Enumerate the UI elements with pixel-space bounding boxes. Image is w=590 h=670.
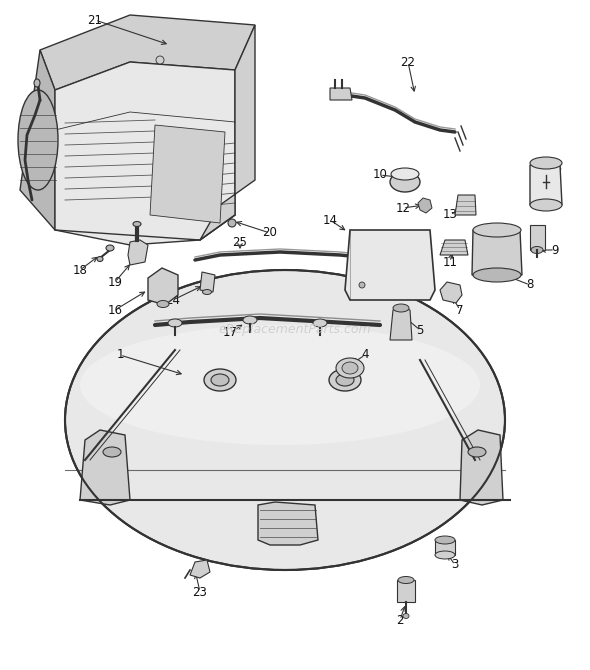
Ellipse shape bbox=[393, 304, 409, 312]
Ellipse shape bbox=[80, 325, 480, 445]
Text: 13: 13 bbox=[442, 208, 457, 222]
Ellipse shape bbox=[211, 374, 229, 386]
Polygon shape bbox=[190, 560, 210, 578]
Ellipse shape bbox=[530, 199, 562, 211]
Ellipse shape bbox=[359, 282, 365, 288]
Ellipse shape bbox=[168, 319, 182, 327]
Ellipse shape bbox=[204, 369, 236, 391]
Ellipse shape bbox=[65, 270, 505, 570]
Ellipse shape bbox=[391, 168, 419, 180]
Ellipse shape bbox=[468, 447, 486, 457]
Text: 9: 9 bbox=[551, 243, 559, 257]
Ellipse shape bbox=[342, 362, 358, 374]
Polygon shape bbox=[440, 240, 468, 255]
Text: 22: 22 bbox=[401, 56, 415, 68]
Ellipse shape bbox=[313, 319, 327, 327]
Polygon shape bbox=[435, 540, 455, 555]
Text: 2: 2 bbox=[396, 614, 404, 626]
Ellipse shape bbox=[435, 551, 455, 559]
Polygon shape bbox=[330, 88, 352, 100]
Polygon shape bbox=[20, 50, 55, 230]
Ellipse shape bbox=[473, 268, 521, 282]
Text: 14: 14 bbox=[323, 214, 337, 226]
Text: 19: 19 bbox=[107, 275, 123, 289]
Ellipse shape bbox=[243, 316, 257, 324]
Text: 18: 18 bbox=[73, 263, 87, 277]
Ellipse shape bbox=[329, 369, 361, 391]
Text: 21: 21 bbox=[87, 13, 103, 27]
Text: 10: 10 bbox=[372, 168, 388, 182]
Polygon shape bbox=[40, 15, 255, 90]
Ellipse shape bbox=[390, 172, 420, 192]
Polygon shape bbox=[418, 198, 432, 213]
Ellipse shape bbox=[103, 447, 121, 457]
Ellipse shape bbox=[398, 576, 414, 584]
Polygon shape bbox=[148, 268, 178, 305]
Text: 3: 3 bbox=[451, 559, 458, 572]
Ellipse shape bbox=[531, 247, 543, 253]
Text: 1: 1 bbox=[116, 348, 124, 362]
Ellipse shape bbox=[403, 614, 409, 618]
Polygon shape bbox=[397, 580, 415, 602]
Text: 16: 16 bbox=[107, 304, 123, 316]
Text: 25: 25 bbox=[232, 235, 247, 249]
Ellipse shape bbox=[336, 358, 364, 378]
Text: 17: 17 bbox=[222, 326, 238, 340]
Text: 5: 5 bbox=[417, 324, 424, 336]
Polygon shape bbox=[55, 62, 235, 245]
Polygon shape bbox=[440, 282, 462, 303]
Polygon shape bbox=[200, 272, 215, 292]
Text: 20: 20 bbox=[263, 226, 277, 239]
Polygon shape bbox=[390, 308, 412, 340]
Ellipse shape bbox=[97, 257, 103, 261]
Ellipse shape bbox=[18, 90, 58, 190]
Polygon shape bbox=[258, 502, 318, 545]
Ellipse shape bbox=[435, 536, 455, 544]
Ellipse shape bbox=[34, 79, 40, 87]
Ellipse shape bbox=[202, 289, 211, 295]
Ellipse shape bbox=[133, 222, 141, 226]
Ellipse shape bbox=[156, 56, 164, 64]
Text: 24: 24 bbox=[166, 293, 181, 306]
Text: 8: 8 bbox=[526, 279, 534, 291]
Polygon shape bbox=[200, 25, 255, 240]
Text: 11: 11 bbox=[442, 255, 457, 269]
Text: 23: 23 bbox=[192, 586, 208, 598]
Polygon shape bbox=[345, 230, 435, 300]
Polygon shape bbox=[80, 430, 130, 505]
Polygon shape bbox=[455, 195, 476, 215]
Polygon shape bbox=[472, 230, 522, 275]
Ellipse shape bbox=[228, 219, 236, 227]
Polygon shape bbox=[150, 125, 225, 223]
Ellipse shape bbox=[530, 157, 562, 169]
Text: 7: 7 bbox=[456, 304, 464, 316]
Polygon shape bbox=[460, 430, 503, 505]
Polygon shape bbox=[530, 225, 545, 250]
Text: 4: 4 bbox=[361, 348, 369, 362]
Text: eReplacementParts.com: eReplacementParts.com bbox=[219, 324, 371, 336]
Polygon shape bbox=[530, 165, 562, 205]
Ellipse shape bbox=[336, 374, 354, 386]
Ellipse shape bbox=[157, 301, 169, 308]
Ellipse shape bbox=[106, 245, 114, 251]
Ellipse shape bbox=[473, 223, 521, 237]
Text: 26: 26 bbox=[548, 161, 562, 174]
Polygon shape bbox=[128, 240, 148, 265]
Text: 12: 12 bbox=[395, 202, 411, 214]
